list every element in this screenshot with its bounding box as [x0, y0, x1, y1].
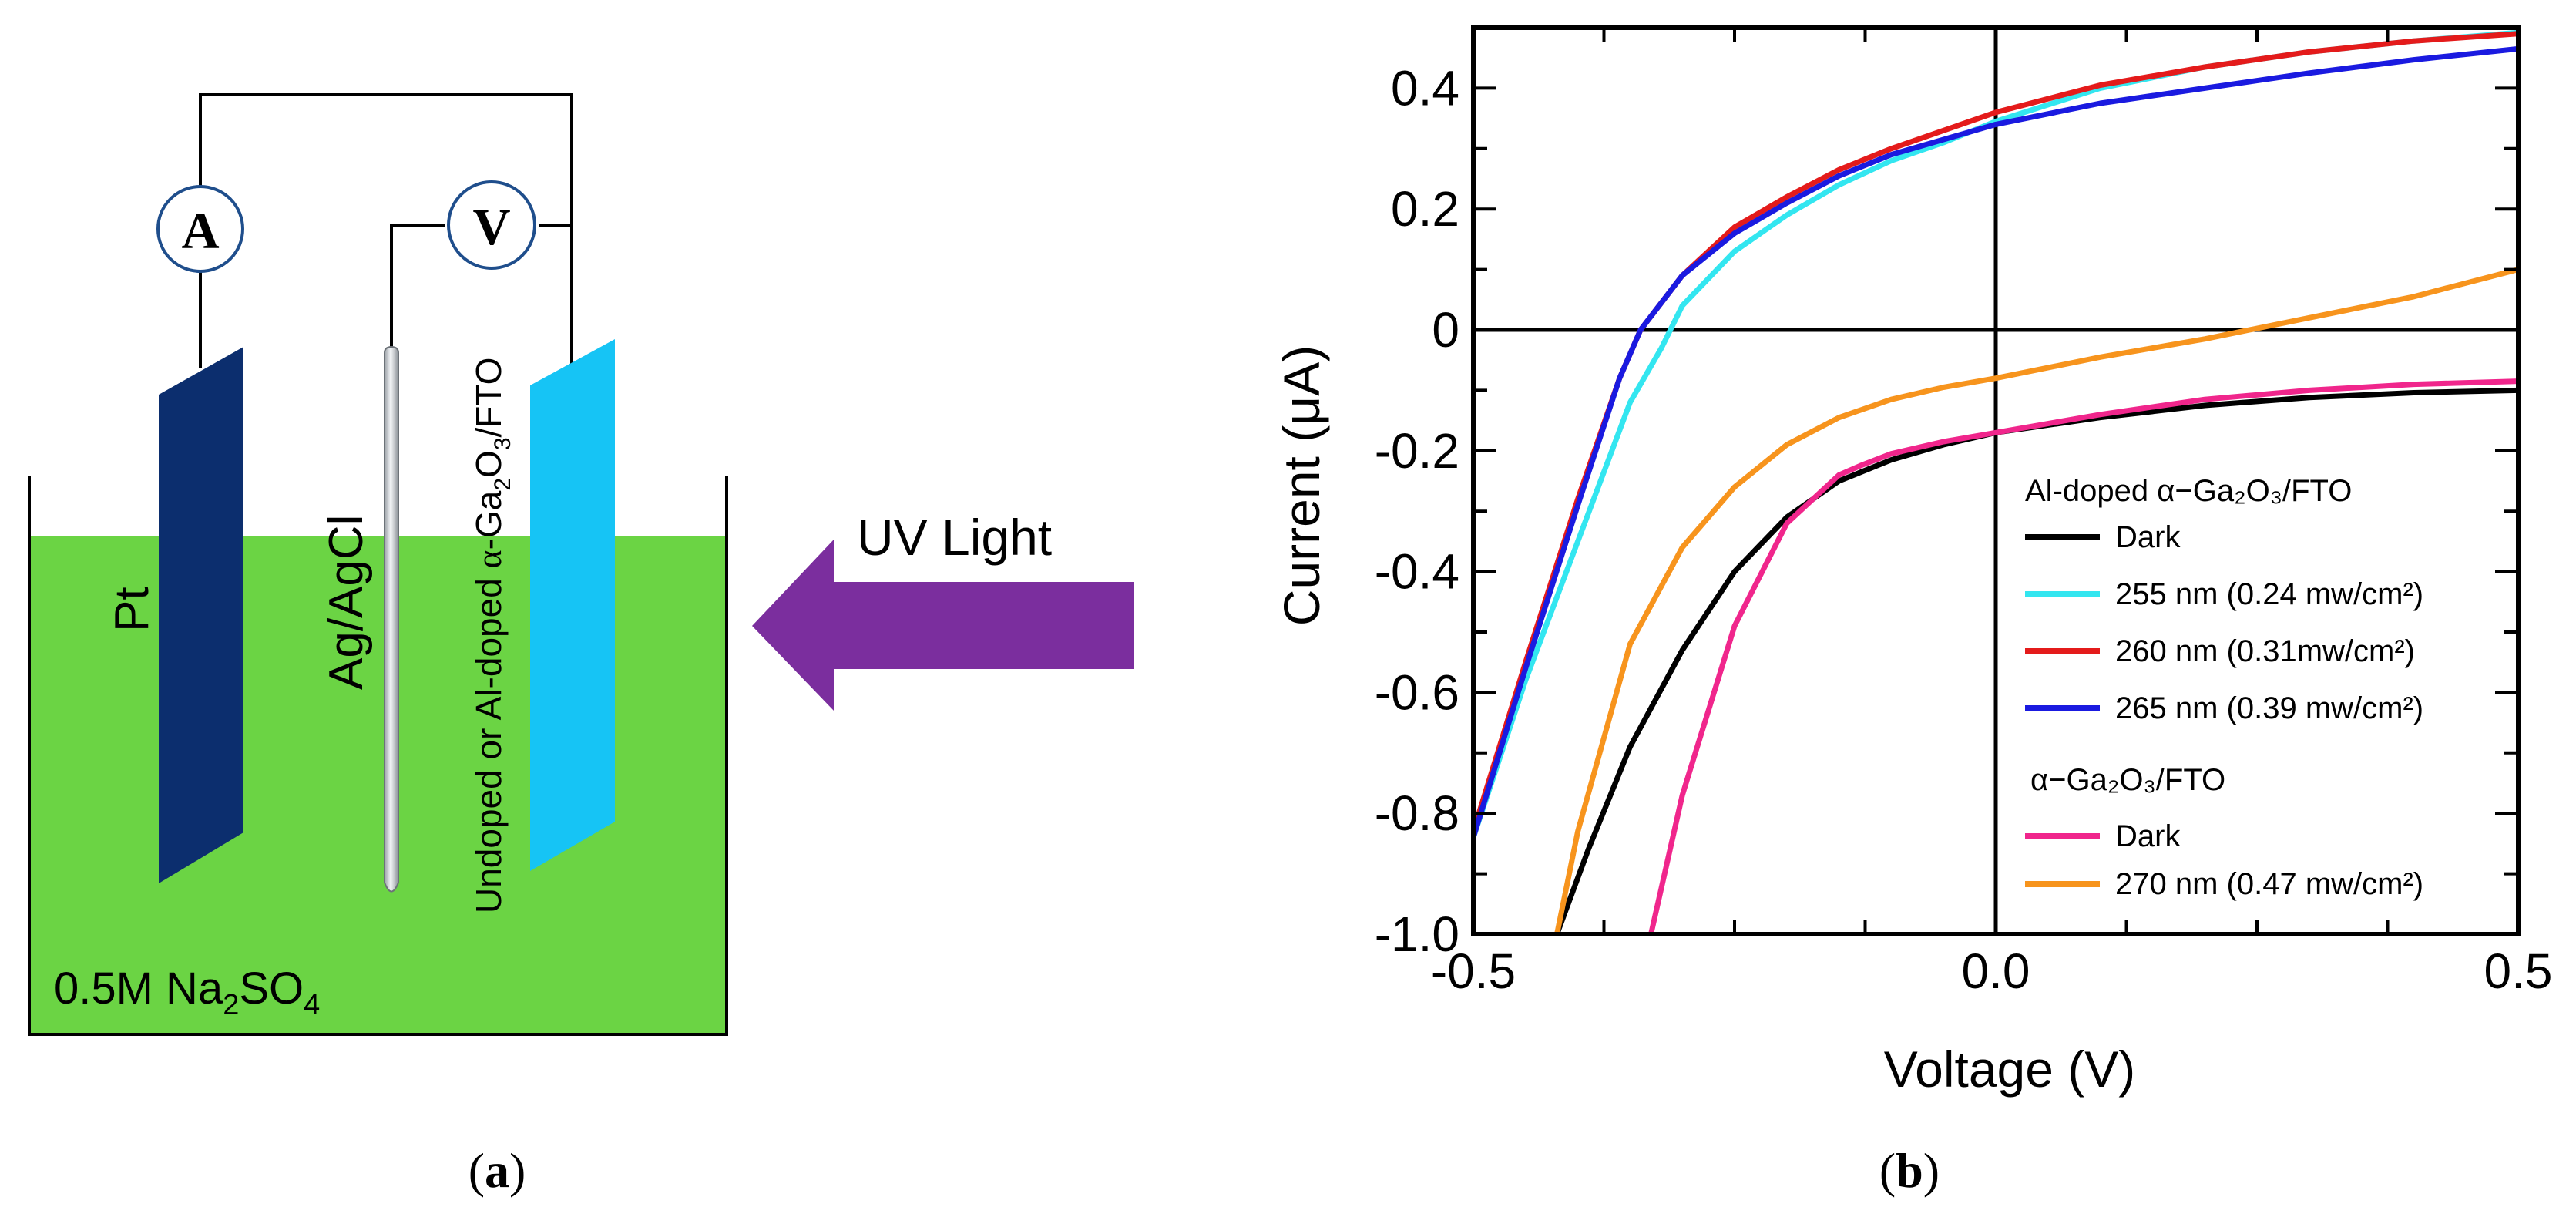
voltmeter: V — [447, 180, 536, 270]
series-line-5 — [1554, 267, 2518, 934]
reference-electrode — [384, 345, 399, 893]
caption-a: (a) — [469, 1143, 526, 1198]
y-tick-label: -0.4 — [1375, 544, 1459, 600]
legend: Al-doped α−Ga₂O₃/FTO Dark 255 nm (0.24 mw/… — [2025, 474, 2423, 901]
legend-entry: 270 nm (0.47 mw/cm²) — [2115, 867, 2423, 901]
working-electrode — [530, 339, 615, 871]
zero-axes-lines — [1473, 28, 2518, 934]
y-tick-label: -0.6 — [1375, 664, 1459, 720]
series-layer — [1473, 29, 2518, 934]
series-line-0 — [1554, 387, 2518, 934]
y-tick-label: 0.4 — [1391, 60, 1459, 116]
beaker-outline — [28, 476, 728, 1036]
legend-entry: Dark — [2115, 819, 2181, 853]
legend-entry: 265 nm (0.39 mw/cm²) — [2115, 691, 2423, 725]
y-tick-label: -0.8 — [1375, 785, 1459, 841]
iv-chart: -0.5 0.0 0.5 0.4 0.2 0 -0.2 -0.4 -0.6 -0.8 -1.0 Vo… — [1273, 25, 2553, 1098]
reference-electrode-label: Ag/AgCl — [320, 515, 373, 690]
cell-diagram: A V Pt Ag/AgCl Undoped or Al-doped α-Ga2… — [28, 93, 1134, 1036]
legend-title-al-doped: Al-doped α−Ga₂O₃/FTO — [2025, 474, 2352, 508]
x-tick-label: -0.5 — [1431, 943, 1516, 999]
caption-b: (b) — [1879, 1143, 1940, 1198]
series-line-3 — [1473, 45, 2518, 841]
legend-entry: 260 nm (0.31mw/cm²) — [2115, 634, 2415, 668]
plot-frame — [1471, 25, 2521, 936]
wire-voltmeter-circuit — [390, 224, 572, 348]
x-axis-label: Voltage (V) — [1884, 1041, 2136, 1098]
legend-entry: 255 nm (0.24 mw/cm²) — [2115, 577, 2423, 611]
y-axis-label: Current (μA) — [1273, 345, 1330, 626]
y-tick-label: -1.0 — [1375, 906, 1459, 962]
working-electrode-label: Undoped or Al-doped α-Ga2O3/FTO — [469, 358, 516, 913]
electrolyte-label: 0.5M Na2SO4 — [54, 963, 320, 1021]
ammeter-label: A — [181, 201, 219, 260]
x-tick-label: 0.5 — [2484, 943, 2553, 999]
y-tick-label: 0.2 — [1391, 181, 1459, 237]
tick-labels: -0.5 0.0 0.5 0.4 0.2 0 -0.2 -0.4 -0.6 -0.8 -1.0 — [1375, 60, 2553, 999]
series-line-4 — [1648, 378, 2518, 934]
y-tick-label: -0.2 — [1375, 423, 1459, 479]
ammeter: A — [156, 185, 244, 273]
legend-title-undoped: α−Ga₂O₃/FTO — [2030, 763, 2225, 797]
uv-light-arrow — [752, 540, 1134, 711]
uv-light-label: UV Light — [857, 509, 1052, 566]
pt-electrode — [159, 347, 243, 883]
pt-label: Pt — [106, 587, 159, 632]
legend-entry: Dark — [2115, 520, 2181, 554]
y-tick-label: 0 — [1432, 302, 1459, 358]
x-tick-label: 0.0 — [1962, 943, 2030, 999]
voltmeter-label: V — [472, 197, 510, 256]
